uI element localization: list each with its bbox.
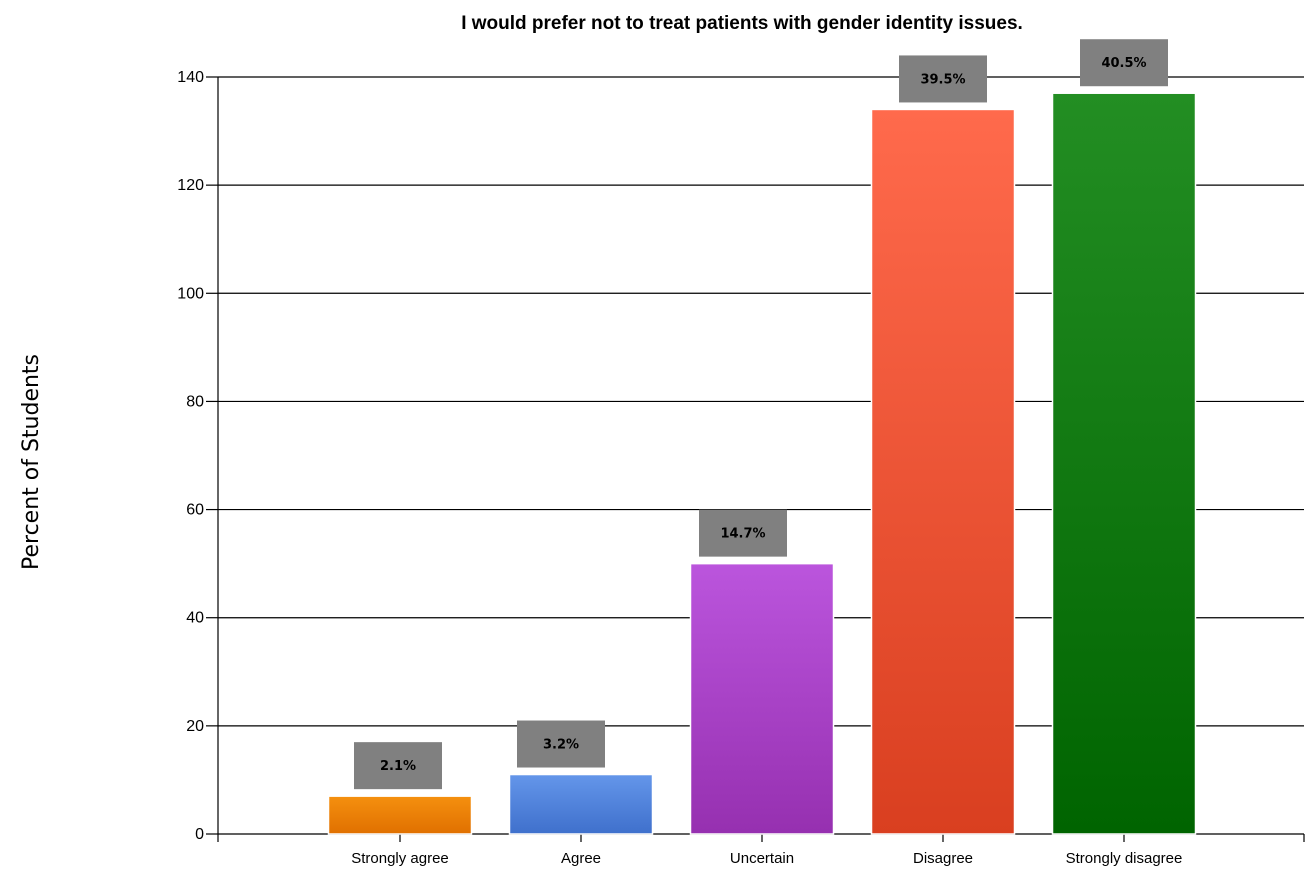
x-category-label: Uncertain	[730, 850, 794, 867]
bar	[508, 773, 654, 835]
y-tick-label: 140	[177, 69, 204, 86]
data-label-box	[354, 742, 442, 790]
bar	[1051, 92, 1197, 835]
data-label-box	[899, 55, 987, 103]
data-label: 39.5%	[920, 72, 965, 87]
y-tick-label: 60	[186, 502, 204, 519]
y-tick-label: 20	[186, 718, 204, 735]
x-category-label: Agree	[561, 850, 601, 867]
bar	[870, 108, 1016, 835]
y-tick-label: 80	[186, 393, 204, 410]
y-axis-label: Percent of Students	[19, 354, 44, 570]
data-label-box	[517, 720, 605, 768]
y-tick-label: 120	[177, 177, 204, 194]
data-label: 2.1%	[380, 759, 416, 774]
x-category-label: Disagree	[913, 850, 973, 867]
data-label: 40.5%	[1101, 56, 1146, 71]
y-tick-label: 0	[195, 826, 204, 843]
bar	[327, 795, 473, 835]
data-label-box	[699, 509, 787, 557]
y-tick-label: 40	[186, 610, 204, 627]
bar	[689, 562, 835, 835]
data-label: 3.2%	[543, 738, 579, 753]
x-category-label: Strongly disagree	[1066, 850, 1183, 867]
data-label-box	[1080, 39, 1168, 87]
y-tick-label: 100	[177, 285, 204, 302]
chart-title: I would prefer not to treat patients wit…	[461, 13, 1023, 34]
data-label: 14.7%	[720, 527, 765, 542]
x-category-label: Strongly agree	[351, 850, 449, 867]
